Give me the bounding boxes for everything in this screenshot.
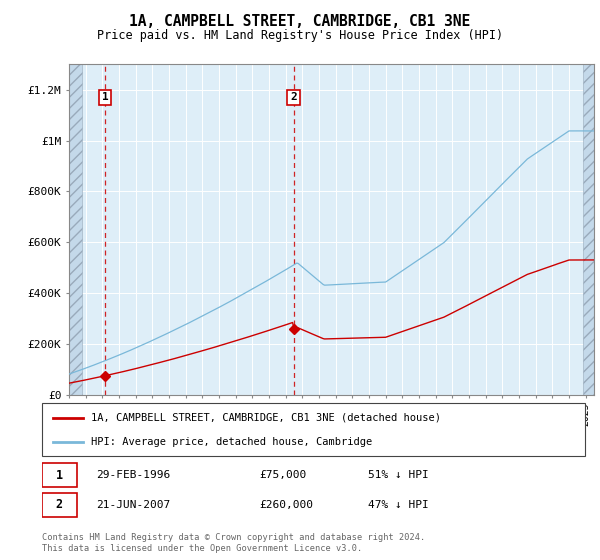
Text: £75,000: £75,000 — [259, 470, 307, 480]
Text: 21-JUN-2007: 21-JUN-2007 — [97, 500, 170, 510]
Text: 29-FEB-1996: 29-FEB-1996 — [97, 470, 170, 480]
FancyBboxPatch shape — [42, 493, 77, 516]
FancyBboxPatch shape — [42, 464, 77, 487]
Text: 1A, CAMPBELL STREET, CAMBRIDGE, CB1 3NE (detached house): 1A, CAMPBELL STREET, CAMBRIDGE, CB1 3NE … — [91, 413, 441, 423]
Text: 1: 1 — [101, 92, 109, 102]
Text: Price paid vs. HM Land Registry's House Price Index (HPI): Price paid vs. HM Land Registry's House … — [97, 29, 503, 42]
Text: 2: 2 — [290, 92, 297, 102]
FancyBboxPatch shape — [42, 403, 585, 456]
Text: 1: 1 — [56, 469, 63, 482]
Text: 47% ↓ HPI: 47% ↓ HPI — [368, 500, 428, 510]
Bar — [583, 64, 600, 395]
Text: 51% ↓ HPI: 51% ↓ HPI — [368, 470, 428, 480]
Text: £260,000: £260,000 — [259, 500, 313, 510]
Text: HPI: Average price, detached house, Cambridge: HPI: Average price, detached house, Camb… — [91, 437, 372, 447]
Text: 1A, CAMPBELL STREET, CAMBRIDGE, CB1 3NE: 1A, CAMPBELL STREET, CAMBRIDGE, CB1 3NE — [130, 14, 470, 29]
Bar — [69, 64, 82, 395]
Text: 2: 2 — [56, 498, 63, 511]
Text: Contains HM Land Registry data © Crown copyright and database right 2024.
This d: Contains HM Land Registry data © Crown c… — [42, 533, 425, 553]
